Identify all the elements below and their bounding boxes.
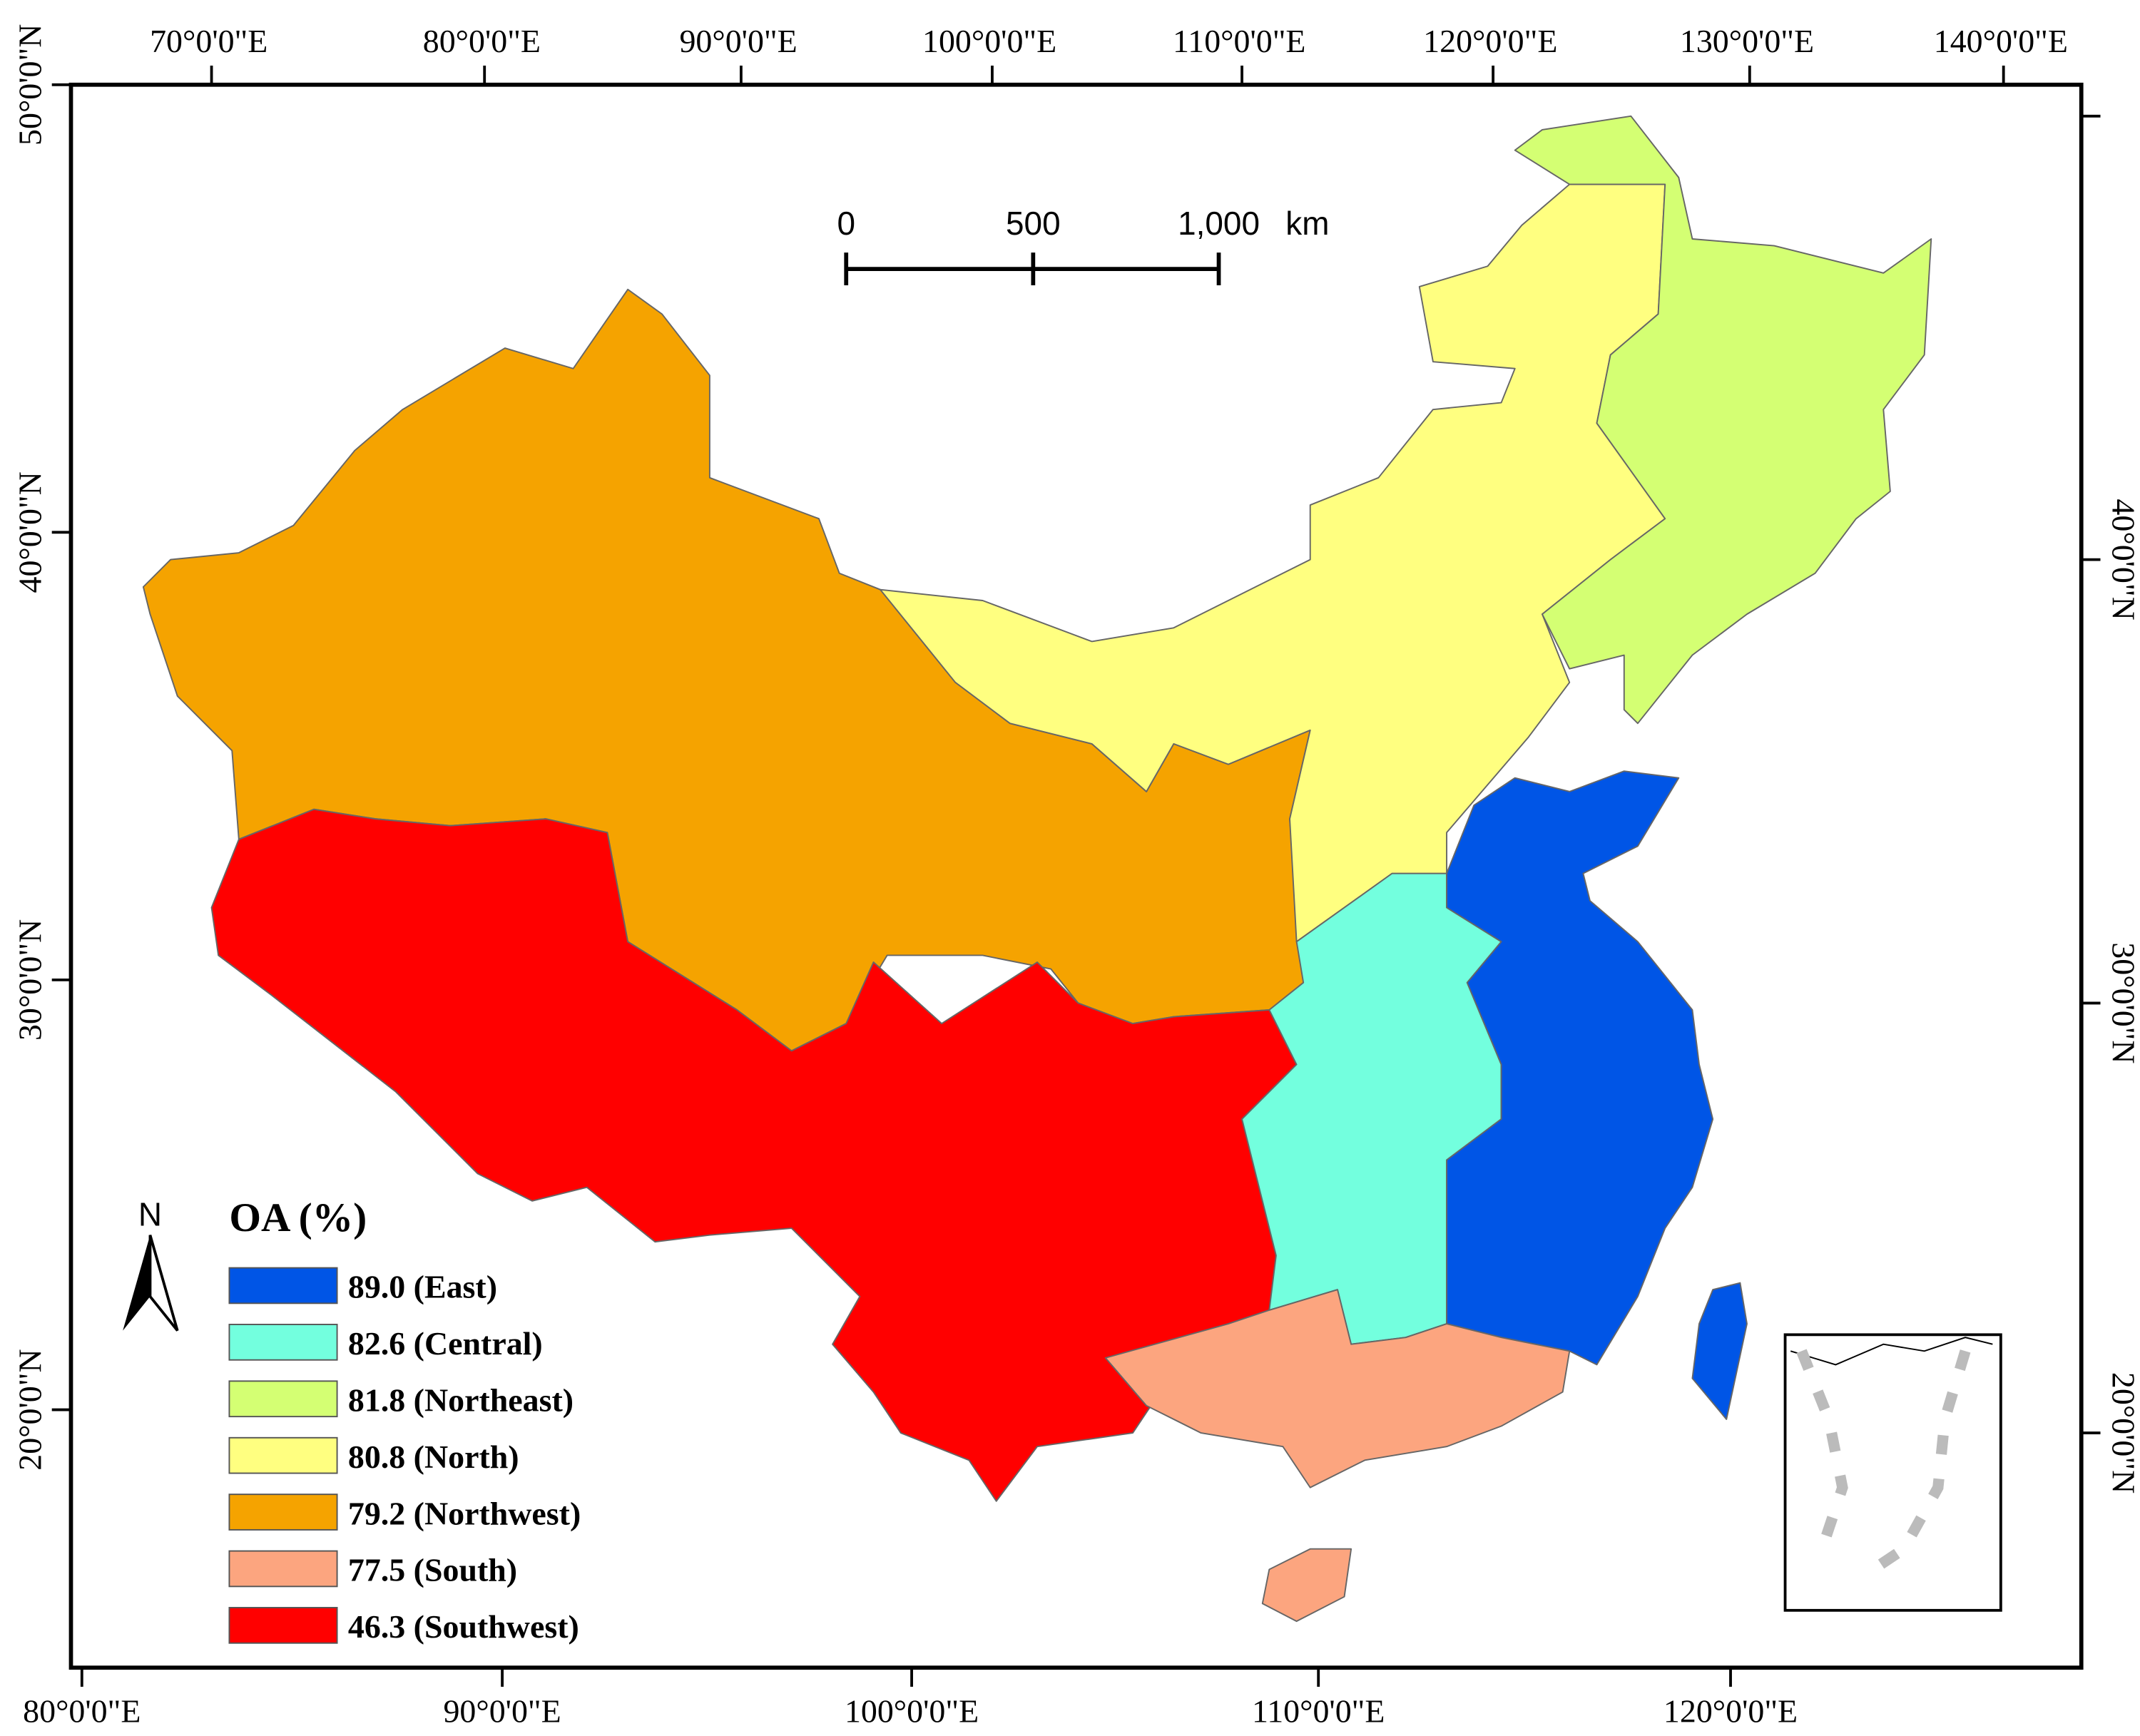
legend-swatch <box>228 1324 338 1361</box>
legend-label: 46.3 (Southwest) <box>348 1608 579 1645</box>
top-axis-label: 80°0'0"E <box>423 23 541 59</box>
north-label: N <box>138 1195 162 1232</box>
bottom-axis-label: 110°0'0"E <box>1252 1693 1385 1730</box>
regions <box>142 115 1932 1623</box>
left-axis-label: 30°0'0"N <box>11 919 48 1041</box>
bottom-axis-label: 100°0'0"E <box>845 1693 979 1730</box>
top-axis-label: 140°0'0"E <box>1934 23 2068 59</box>
bottom-axis-label: 80°0'0"E <box>23 1693 141 1730</box>
top-axis-label: 100°0'0"E <box>922 23 1056 59</box>
top-axis-label: 130°0'0"E <box>1680 23 1814 59</box>
right-axis-label: 40°0'0"N <box>2106 499 2140 620</box>
right-axis-label: 30°0'0"N <box>2106 942 2140 1063</box>
region-east <box>1446 770 1714 1366</box>
legend-swatch <box>228 1380 338 1418</box>
scale-unit: km <box>1285 205 1329 242</box>
scale-bar <box>844 252 1221 286</box>
top-axis-label: 90°0'0"E <box>679 23 797 59</box>
left-axis-label: 20°0'0"N <box>11 1349 48 1470</box>
legend-label: 82.6 (Central) <box>348 1325 543 1362</box>
legend-label: 79.2 (Northwest) <box>348 1495 581 1531</box>
legend-label: 89.0 (East) <box>348 1269 497 1305</box>
legend-swatch <box>228 1436 338 1474</box>
inset-map <box>1783 1333 2002 1612</box>
bottom-axis-label: 120°0'0"E <box>1663 1693 1798 1730</box>
axes: 70°0'0"E 80°0'0"E 90°0'0"E 100°0'0"E 110°0'0… <box>11 23 2140 1730</box>
legend-swatch <box>228 1267 338 1304</box>
left-axis-label: 40°0'0"N <box>11 471 48 593</box>
scale-label: 1,000 <box>1178 205 1260 242</box>
region-east-taiwan <box>1691 1282 1748 1420</box>
scale-label: 500 <box>1006 205 1061 242</box>
legend-swatch <box>228 1607 338 1644</box>
region-south <box>1104 1289 1571 1489</box>
right-axis-label: 20°0'0"N <box>2106 1372 2140 1494</box>
region-northeast <box>1514 115 1932 725</box>
left-axis-label: 50°0'0"N <box>11 24 48 145</box>
scale-label: 0 <box>837 205 855 242</box>
legend: 89.0 (East) 82.6 (Central) 81.8 (Northeast… <box>228 1267 581 1645</box>
top-axis-label: 70°0'0"E <box>150 23 268 59</box>
map-frame <box>68 82 2084 1670</box>
legend-label: 80.8 (North) <box>348 1439 519 1475</box>
legend-label: 81.8 (Northeast) <box>348 1382 574 1418</box>
legend-swatch <box>228 1494 338 1531</box>
region-south-hainan <box>1261 1548 1352 1623</box>
legend-title: OA (%) <box>229 1195 367 1240</box>
top-axis-label: 110°0'0"E <box>1173 23 1305 59</box>
bottom-axis-label: 90°0'0"E <box>443 1693 561 1730</box>
legend-swatch <box>228 1550 338 1588</box>
top-axis-label: 120°0'0"E <box>1423 23 1557 59</box>
legend-label: 77.5 (South) <box>348 1552 517 1588</box>
